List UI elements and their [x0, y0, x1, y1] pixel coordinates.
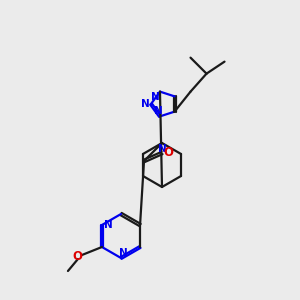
Text: N: N [118, 248, 127, 258]
Text: O: O [72, 250, 82, 263]
Text: N: N [158, 144, 166, 154]
Text: O: O [163, 146, 173, 160]
Text: N: N [151, 92, 159, 102]
Text: N: N [103, 220, 112, 230]
Text: N: N [154, 106, 162, 116]
Text: N: N [141, 99, 149, 109]
